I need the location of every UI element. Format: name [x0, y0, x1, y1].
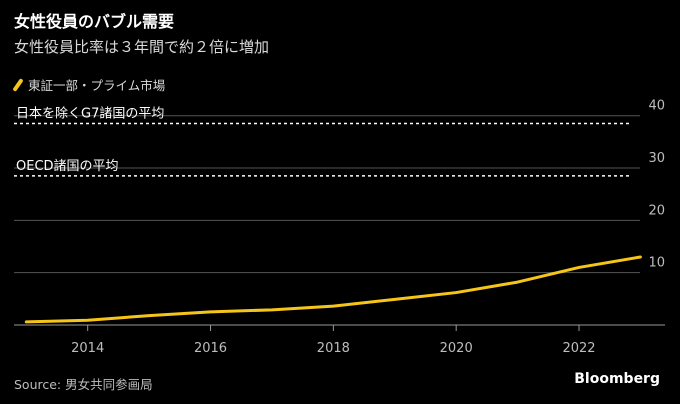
y-tick-label: 40 [648, 99, 665, 114]
x-tick-label: 2018 [317, 341, 350, 356]
x-tick-label: 2020 [440, 341, 473, 356]
legend-label: 東証一部・プライム市場 [28, 78, 166, 93]
series-line [24, 255, 642, 324]
chart-title: 女性役員のバブル需要 [14, 12, 175, 31]
reference-label: OECD諸国の平均 [16, 158, 119, 174]
y-tick-label: 20 [648, 203, 665, 218]
reference-label: 日本を除くG7諸国の平均 [16, 106, 164, 122]
y-tick-label: 30 [648, 151, 665, 166]
bloomberg-logo: Bloomberg [574, 371, 660, 387]
x-tick-label: 2014 [71, 341, 104, 356]
legend: 東証一部・プライム市場 [12, 75, 166, 94]
x-tick-label: 2016 [194, 341, 227, 356]
x-tick-label: 2022 [562, 341, 595, 356]
source-note: Source: 男女共同参画局 [14, 377, 153, 392]
y-tick-label: 10 [648, 256, 665, 271]
chart-subtitle: 女性役員比率は３年間で約２倍に増加 [14, 38, 270, 56]
